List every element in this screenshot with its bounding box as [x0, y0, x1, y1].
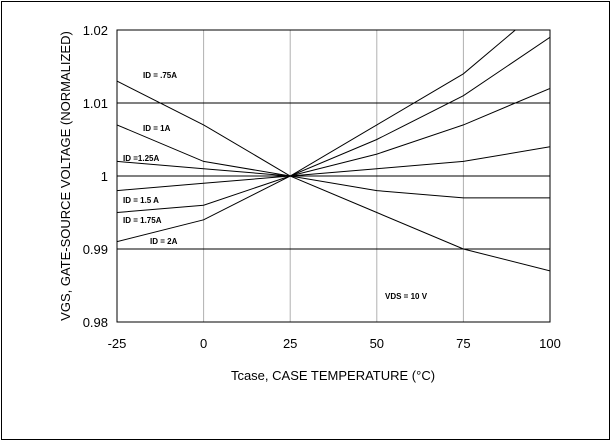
series-line [117, 175, 550, 213]
series-line [117, 87, 550, 177]
series-line [117, 30, 517, 177]
x-tick-label: 0 [200, 336, 207, 351]
series-layer [117, 30, 550, 272]
series-label: ID = 1.75A [123, 216, 162, 225]
series-labels: ID = .75A ID = 1A ID =1.25A ID = 1.5 A ID = … [123, 71, 178, 246]
series-label: ID = .75A [143, 71, 177, 80]
y-tick-label: 1 [101, 169, 108, 184]
series-line [117, 146, 550, 192]
grid [117, 30, 550, 322]
x-axis-label: Tcase, CASE TEMPERATURE (°C) [231, 368, 435, 383]
series-label: ID = 1.5 A [123, 196, 159, 205]
y-tick-label: 1.01 [83, 96, 108, 111]
plot-area [116, 29, 551, 323]
series-line [117, 36, 550, 177]
series-line [117, 175, 550, 272]
x-tick-label: -25 [108, 336, 127, 351]
tick-labels: -25 0 25 50 75 100 0.98 0.99 1 1.01 1.02 [83, 23, 561, 351]
y-tick-label: 0.99 [83, 242, 108, 257]
series-label: ID =1.25A [123, 154, 159, 163]
x-tick-label: 25 [283, 336, 297, 351]
vds-annotation: VDS = 10 V [385, 292, 428, 301]
x-tick-label: 50 [370, 336, 384, 351]
x-tick-label: 100 [539, 336, 561, 351]
y-tick-label: 1.02 [83, 23, 108, 38]
series-label: ID = 1A [143, 124, 171, 133]
y-tick-label: 0.98 [83, 315, 108, 330]
series-label: ID = 2A [150, 237, 178, 246]
x-tick-label: 75 [456, 336, 470, 351]
y-axis-label: VGS, GATE-SOURCE VOLTAGE (NORMALIZED) [58, 31, 73, 321]
